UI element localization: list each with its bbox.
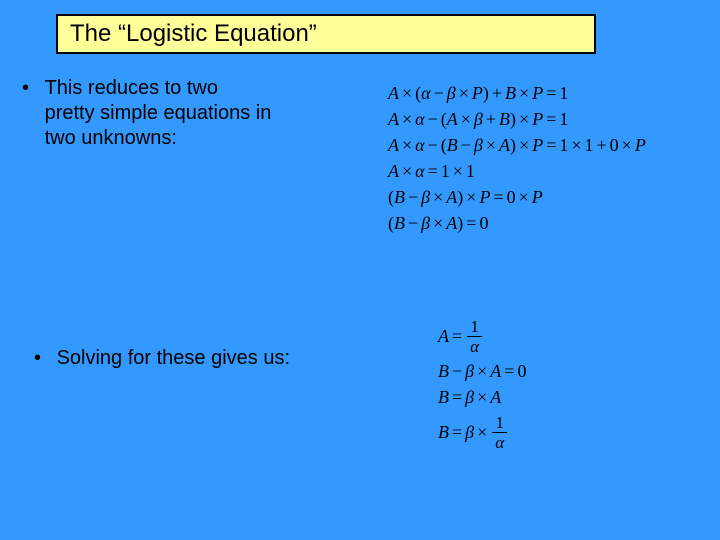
bullet-2: • Solving for these gives us: [34, 346, 357, 371]
equations-block-2: A=1αB−β×A=0B=β×AB=β×1α [438, 314, 526, 454]
equation-line: A×α=1×1 [388, 158, 646, 184]
equation-line: B−β×A=0 [438, 358, 526, 384]
equation-line: A=1α [438, 314, 526, 358]
equations-block-1: A×(α−β×P)+B×P=1A×α−(A×β+B)×P=1A×α−(B−β×A… [388, 80, 646, 236]
equation-line: A×α−(A×β+B)×P=1 [388, 106, 646, 132]
equation-line: B=β×A [438, 384, 526, 410]
equation-line: A×(α−β×P)+B×P=1 [388, 80, 646, 106]
equation-line: B=β×1α [438, 410, 526, 454]
slide-title: The “Logistic Equation” [70, 20, 317, 47]
equation-line: (B−β×A)=0 [388, 210, 646, 236]
equation-line: (B−β×A)×P=0×P [388, 184, 646, 210]
title-box: The “Logistic Equation” [56, 14, 596, 54]
slide: The “Logistic Equation” • This reduces t… [0, 0, 720, 540]
bullet-marker: • [34, 346, 41, 371]
bullet-marker: • [22, 76, 29, 101]
bullet-text: Solving for these gives us: [57, 346, 357, 371]
bullet-text: This reduces to twopretty simple equatio… [45, 76, 335, 151]
bullet-1: • This reduces to twopretty simple equat… [22, 76, 335, 151]
equation-line: A×α−(B−β×A)×P=1×1+0×P [388, 132, 646, 158]
